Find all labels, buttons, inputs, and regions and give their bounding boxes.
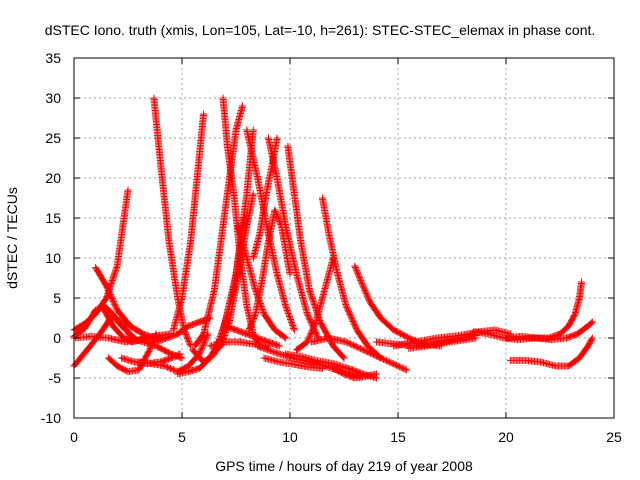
y-tick-label: -5 [49,370,62,386]
y-tick-label: 35 [45,50,61,66]
x-axis-label: GPS time / hours of day 219 of year 2008 [215,458,473,474]
y-tick-label: 30 [45,90,61,106]
data-series [502,318,596,344]
data-point-marks [260,354,326,372]
data-marks [70,94,596,382]
data-point-marks [191,102,246,350]
data-series [506,334,596,370]
data-series [260,354,326,372]
data-point-marks [245,206,294,334]
data-point-marks [502,318,596,344]
data-point-marks [70,186,132,334]
data-series [206,338,272,350]
data-point-marks [318,194,385,362]
axis-ticks [73,57,615,419]
data-point-marks [506,334,596,370]
data-point-marks [126,334,186,362]
y-tick-label: 15 [45,210,61,226]
data-series [249,134,281,262]
data-series [221,322,283,350]
tick-labels: 0 5 10 15 20 25 -10 -5 0 5 10 15 20 25 30 35 [41,50,622,445]
x-tick-label: 5 [178,429,186,445]
data-point-marks [292,254,337,354]
data-series [245,206,294,334]
x-tick-label: 15 [390,429,406,445]
data-series [150,94,195,350]
data-series [191,102,246,350]
data-point-marks [150,94,195,350]
y-tick-label: 25 [45,130,61,146]
chart-title: dSTEC Iono. truth (xmis, Lon=105, Lat=-1… [45,22,596,38]
data-series [92,264,158,342]
data-point-marks [221,322,283,350]
x-tick-label: 25 [606,429,622,445]
data-series [292,254,337,354]
y-tick-label: 20 [45,170,61,186]
data-point-marks [169,110,208,334]
x-tick-label: 20 [498,429,514,445]
y-axis-label: dSTEC / TECUs [4,187,20,289]
data-series [70,186,132,334]
data-series [308,334,411,374]
y-tick-label: 10 [45,250,61,266]
data-point-marks [405,334,480,352]
data-point-marks [329,364,380,382]
data-point-marks [249,134,281,262]
data-point-marks [264,134,322,342]
y-tick-label: 0 [53,330,61,346]
plot-frame [73,57,615,419]
data-series [169,110,208,334]
data-point-marks [545,278,586,342]
y-tick-label: 5 [53,290,61,306]
data-point-marks [92,264,158,342]
y-tick-label: -10 [41,410,61,426]
x-tick-label: 0 [70,429,78,445]
x-tick-label: 10 [282,429,298,445]
data-point-marks [206,338,272,350]
data-series [318,194,385,362]
data-series [329,364,380,382]
data-series [264,134,322,342]
data-series [545,278,586,342]
data-series [405,334,480,352]
data-point-marks [308,334,411,374]
data-series [126,334,186,362]
